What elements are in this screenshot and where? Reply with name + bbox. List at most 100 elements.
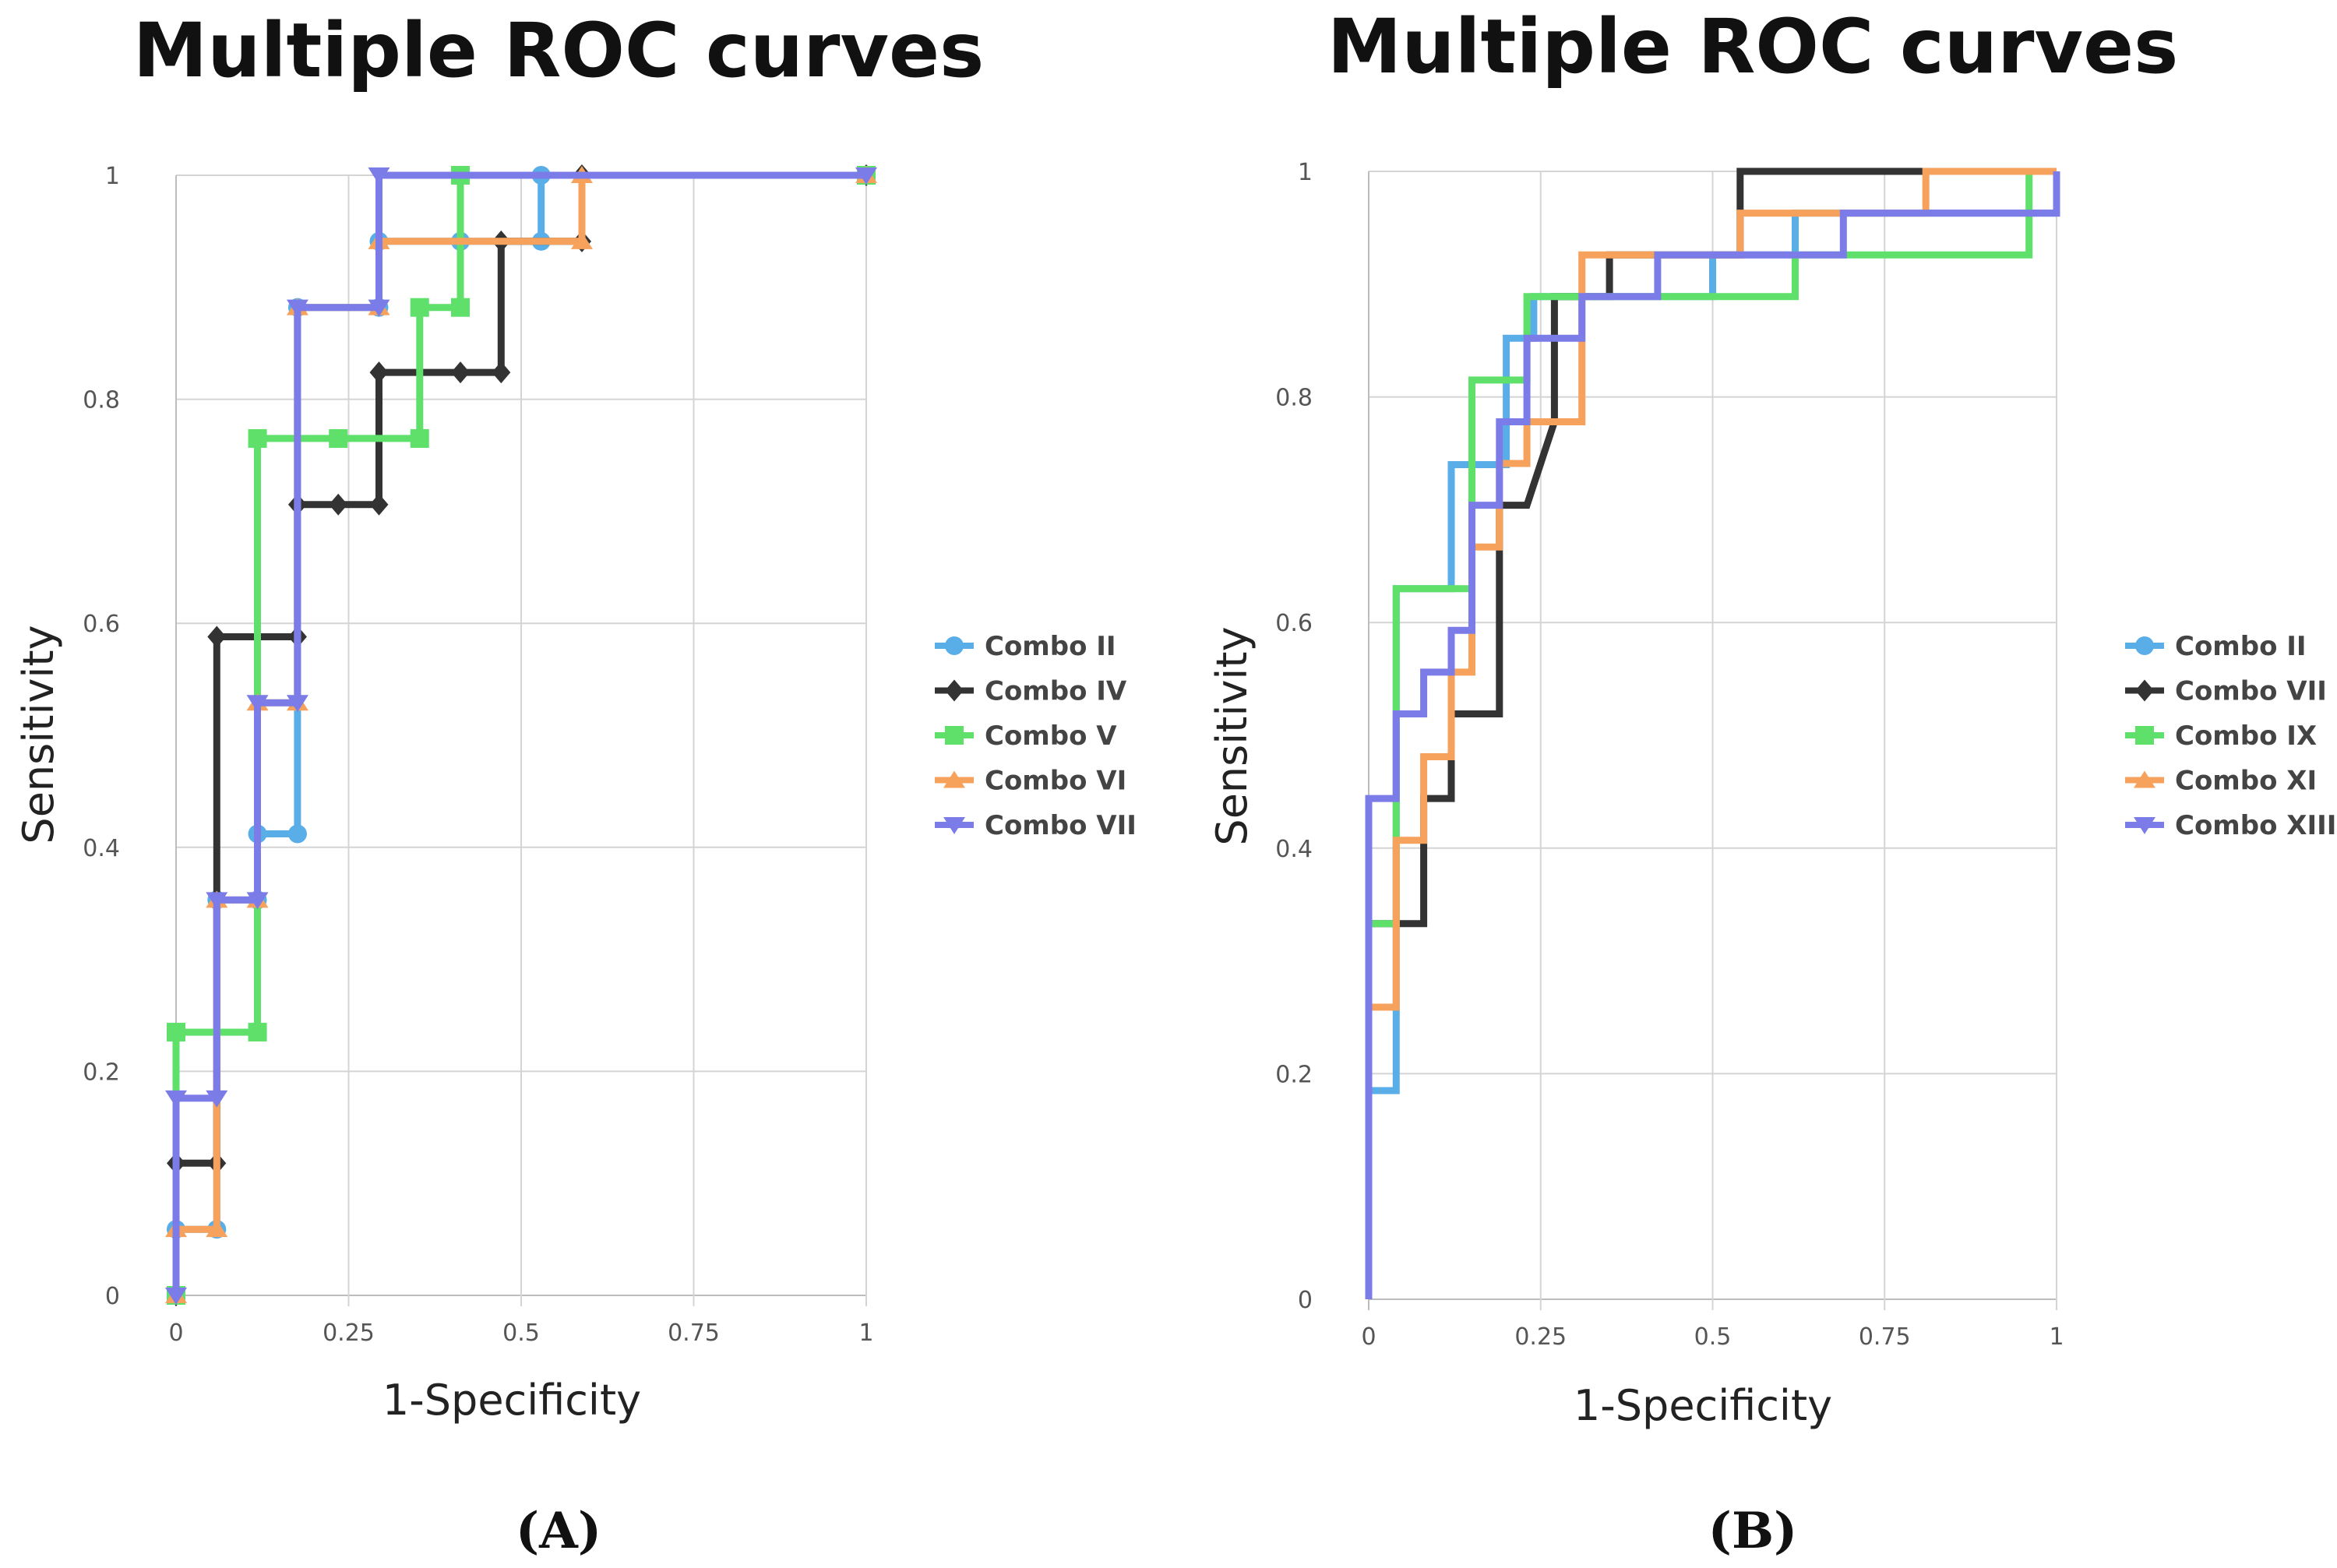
panel-a-legend: Combo II Combo IV Combo V Combo VI Combo VII <box>935 631 1137 841</box>
panel-a-legend-marker-icon <box>945 679 964 702</box>
panel-a-y-tick-label: 1 <box>105 163 120 190</box>
panel-b-legend-marker-icon <box>2135 679 2154 702</box>
panel-a-combo-vi-point <box>570 231 593 249</box>
panel-b-legend-item-combo-xi[interactable]: Combo XI <box>2125 766 2317 797</box>
panel-a-y-tick-label: 0.2 <box>83 1059 120 1086</box>
panel-b-legend-marker-icon <box>2135 636 2154 655</box>
panel-a-x-tick-label: 1 <box>858 1320 873 1347</box>
panel-a-combo-iv-point <box>369 361 389 384</box>
panel-b-x-tick-label: 0.25 <box>1514 1323 1567 1351</box>
panel-a-legend-label: Combo IV <box>985 676 1127 707</box>
panel-b-x-tick-label: 0.75 <box>1859 1323 1911 1351</box>
panel-a-legend-label: Combo V <box>985 721 1117 752</box>
panel-b-y-tick-label: 0 <box>1298 1287 1313 1314</box>
panel-a-combo-vii-point <box>246 892 269 910</box>
panel-a-y-tick-label: 0.4 <box>83 835 120 862</box>
panel-a-combo-iv-point <box>451 361 471 384</box>
panel-b-x-axis-label: 1-Specificity <box>1574 1381 1832 1430</box>
panel-a-legend-item-combo-vi[interactable]: Combo VI <box>935 766 1126 797</box>
panel-a-combo-vii-point <box>286 299 308 317</box>
panel-b-legend-marker-icon <box>2134 817 2155 834</box>
panel-a-combo-vii-point <box>206 1090 228 1108</box>
panel-a-combo-vii-point <box>165 1090 187 1108</box>
panel-b-series-combo-ix <box>1365 167 2057 1299</box>
panel-a: Multiple ROC curves 00.20.40.60.810 0.25 0… <box>14 7 1137 1560</box>
panel-a-combo-vii-point <box>368 167 390 185</box>
panel-a-series-combo-vii <box>165 167 877 1305</box>
panel-b-legend-item-combo-ii[interactable]: Combo II <box>2125 631 2307 662</box>
panel-a-combo-iv-point <box>492 361 511 384</box>
panel-b-legend-item-combo-xiii[interactable]: Combo XIII <box>2125 810 2336 841</box>
panel-b-x-tick-label: 0 <box>1361 1323 1376 1351</box>
panel-b-legend-label: Combo IX <box>2175 721 2317 752</box>
panel-a-combo-v-point <box>410 298 429 317</box>
panel-a-combo-v-point <box>248 1023 267 1042</box>
panel-a-legend-item-combo-ii[interactable]: Combo II <box>935 631 1116 662</box>
panel-b-grid <box>1368 171 2057 1310</box>
panel-a-title: Multiple ROC curves <box>133 7 985 94</box>
panel-a-legend-label: Combo VI <box>985 766 1126 797</box>
panel-a-combo-vii-point <box>368 299 390 317</box>
panel-b-title: Multiple ROC curves <box>1327 3 2179 90</box>
panel-b-y-tick-label: 0.4 <box>1275 836 1313 863</box>
panel-a-legend-marker-icon <box>943 817 965 834</box>
panel-a-legend-marker-icon <box>945 726 964 745</box>
panel-b-legend-item-combo-vii[interactable]: Combo VII <box>2125 676 2327 707</box>
panel-a-combo-vi-point <box>206 1220 228 1238</box>
panel-a-combo-iv-point <box>369 493 389 516</box>
panel-a-combo-v-point <box>451 298 471 317</box>
panel-b-combo-ix-line <box>1365 167 2057 1299</box>
panel-a-legend-marker-icon <box>945 636 964 655</box>
panel-a-ticks: 0 0.2 0.4 0.6 0.8 1 0 0.25 0.5 0.75 1 <box>83 163 873 1347</box>
panel-a-combo-v-point <box>248 428 267 448</box>
panel-b-combo-xi-line <box>1365 167 2057 1299</box>
panel-a-combo-vii-point <box>246 695 269 713</box>
panel-a-legend-item-combo-v[interactable]: Combo V <box>935 721 1117 752</box>
panel-b-legend: Combo II Combo VII Combo IX Combo XI Combo X… <box>2125 631 2336 841</box>
panel-b-legend-label: Combo XI <box>2175 766 2317 797</box>
panel-a-combo-ii-point <box>287 824 307 844</box>
panel-b-y-axis-label: Sensitivity <box>1207 626 1257 845</box>
panel-a-x-tick-label: 0 <box>168 1320 183 1347</box>
panel-b-series-combo-xiii <box>1365 171 2060 1299</box>
panel-b-y-tick-label: 1 <box>1298 159 1313 186</box>
panel-a-x-axis-label: 1-Specificity <box>382 1376 641 1425</box>
panel-a-x-tick-label: 0.75 <box>668 1320 720 1347</box>
panel-b-caption: (B) <box>1708 1502 1798 1560</box>
panel-a-grid <box>175 174 867 1306</box>
panel-b-combo-xiii-line <box>1365 171 2060 1299</box>
panel-b-series-combo-xi <box>1365 167 2057 1299</box>
panel-a-legend-item-combo-iv[interactable]: Combo IV <box>935 676 1127 707</box>
panel-a-legend-label: Combo VII <box>985 810 1137 841</box>
panel-a-combo-vii-point <box>206 892 228 910</box>
panel-b-x-tick-label: 1 <box>2049 1323 2064 1351</box>
panel-a-y-axis-label: Sensitivity <box>14 625 63 844</box>
panel-b-ticks: 0 0.2 0.4 0.6 0.8 1 0 0.25 0.5 0.75 1 <box>1275 159 2064 1351</box>
panel-a-y-tick-label: 0.6 <box>83 611 120 638</box>
panel-a-legend-marker-icon <box>943 770 965 788</box>
panel-a-legend-item-combo-vii[interactable]: Combo VII <box>935 810 1137 841</box>
panel-a-y-tick-label: 0.8 <box>83 387 120 414</box>
panel-a-combo-vii-point <box>286 695 308 713</box>
panel-b-legend-item-combo-ix[interactable]: Combo IX <box>2125 721 2317 752</box>
panel-a-caption: (A) <box>516 1502 601 1560</box>
panel-a-combo-vii-point <box>165 1288 187 1305</box>
panel-a-legend-label: Combo II <box>985 631 1116 662</box>
panel-a-x-tick-label: 0.5 <box>502 1320 540 1347</box>
panel-a-combo-v-point <box>167 1023 185 1042</box>
panel-a-combo-vii-point <box>855 167 877 185</box>
panel-b-legend-label: Combo II <box>2175 631 2307 662</box>
panel-a-combo-v-point <box>410 428 429 448</box>
panel-b-legend-label: Combo VII <box>2175 676 2327 707</box>
panel-b-y-tick-label: 0.8 <box>1275 385 1313 412</box>
panel-b-legend-marker-icon <box>2135 726 2154 745</box>
panel-b-y-tick-label: 0.2 <box>1275 1061 1313 1088</box>
panel-a-x-tick-label: 0.25 <box>323 1320 375 1347</box>
panel-a-y-tick-label: 0 <box>105 1283 120 1310</box>
panel-b-legend-marker-icon <box>2134 770 2155 788</box>
panel-b-legend-label: Combo XIII <box>2175 810 2336 841</box>
panel-a-combo-iv-point <box>207 625 227 648</box>
panel-b-x-tick-label: 0.5 <box>1694 1323 1732 1351</box>
panel-a-combo-v-point <box>329 428 348 448</box>
